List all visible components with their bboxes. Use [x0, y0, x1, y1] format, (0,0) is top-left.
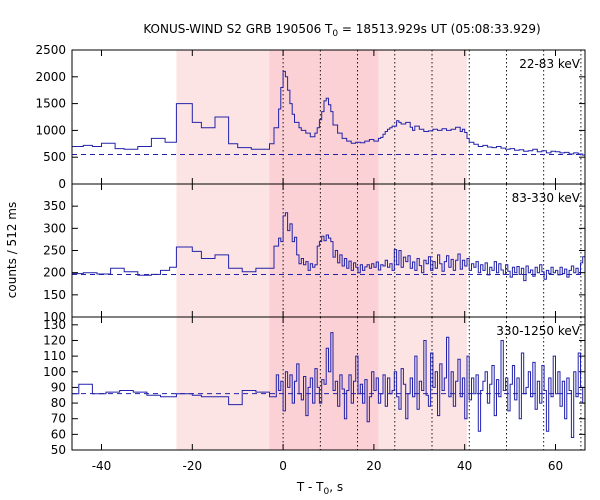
x-tick-label: 0: [279, 459, 287, 473]
x-axis-label-subscript: 0: [324, 487, 330, 497]
panel-2: 100 150 200 250 300 350 83-330 keV: [43, 183, 586, 324]
y-tick-label: 80: [51, 396, 66, 410]
panel-frame: [71, 316, 586, 451]
y-tick-label: 50: [51, 443, 66, 457]
chart-title-prefix: KONUS-WIND S2 GRB 190506 T: [143, 22, 333, 36]
y-tick-label: 100: [43, 365, 66, 379]
y-tick-label: 1000: [35, 123, 66, 137]
x-tick-label: -40: [92, 459, 112, 473]
energy-band-label: 22-83 keV: [519, 57, 581, 71]
y-tick-label: 2500: [35, 43, 66, 57]
shaded-interval-2: [269, 184, 379, 317]
shaded-interval-2: [269, 50, 379, 184]
y-tick-label: 200: [43, 266, 66, 280]
y-axis-label: counts / 512 ms: [5, 202, 19, 298]
y-tick-label: 90: [51, 380, 66, 394]
y-tick-label: 70: [51, 412, 66, 426]
x-tick-label: 60: [548, 459, 563, 473]
y-tick-label: 130: [43, 318, 66, 332]
energy-band-label: 330-1250 keV: [496, 324, 580, 338]
x-axis-label-prefix: T - T: [296, 480, 324, 494]
y-tick-label: 120: [43, 333, 66, 347]
y-tick-label: 150: [43, 288, 66, 302]
y-tick-label: 300: [43, 221, 66, 235]
x-tick-label: 20: [366, 459, 381, 473]
x-tick-label: 40: [457, 459, 472, 473]
y-tick-label: 500: [43, 150, 66, 164]
y-tick-label: 2000: [35, 70, 66, 84]
x-axis-label: T - T0, s: [296, 480, 343, 497]
chart-title-subscript: 0: [332, 29, 338, 39]
chart-title: KONUS-WIND S2 GRB 190506 T0 = 18513.929s…: [143, 22, 540, 39]
light-curve-series: [72, 70, 585, 156]
y-tick-label: 250: [43, 244, 66, 258]
light-curve-series: [72, 332, 585, 438]
y-tick-label: 60: [51, 427, 66, 441]
panel-1: 0 500 1000 1500 2000 2500 22-83 keV: [35, 43, 586, 191]
x-axis-label-suffix: , s: [329, 480, 343, 494]
energy-band-label: 83-330 keV: [512, 191, 581, 205]
y-tick-label: 110: [43, 349, 66, 363]
light-curve-series: [72, 212, 585, 282]
chart-title-suffix: = 18513.929s UT (05:08:33.929): [338, 22, 541, 36]
x-tick-label: -20: [183, 459, 203, 473]
y-tick-label: 100: [43, 310, 66, 324]
y-tick-label: 1500: [35, 97, 66, 111]
y-tick-label: 350: [43, 199, 66, 213]
y-tick-label: 0: [58, 177, 66, 191]
